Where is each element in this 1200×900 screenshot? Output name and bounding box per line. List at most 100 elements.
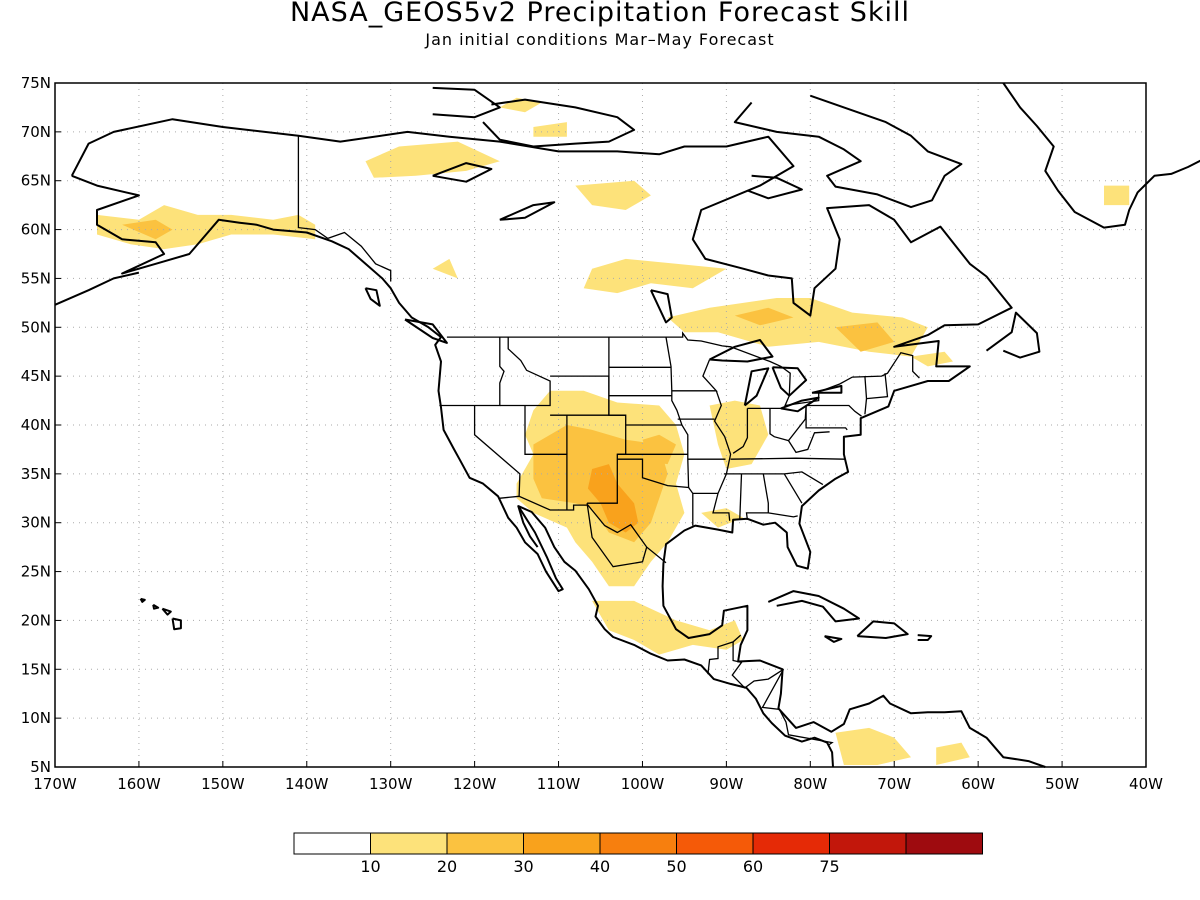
lat-tick-label: 25N	[21, 563, 51, 581]
coastline-lake-michigan	[743, 367, 770, 407]
coastline-jamaica	[824, 635, 843, 643]
lon-tick-label: 160W	[117, 775, 161, 793]
colorbar-label: 50	[666, 857, 686, 876]
lat-tick-label: 30N	[21, 514, 51, 532]
colorbar-label: 40	[590, 857, 610, 876]
coastline-great-bear-lake	[432, 162, 493, 183]
lat-tick-label: 75N	[21, 74, 51, 92]
lat-tick-label: 15N	[21, 660, 51, 678]
coastline-newfoundland	[985, 311, 1041, 359]
border-ca-nv	[473, 405, 521, 497]
lat-tick-label: 45N	[21, 367, 51, 385]
lat-tick-label: 50N	[21, 318, 51, 336]
border-mn-wi-ia	[671, 359, 718, 392]
coastline-hispaniola	[856, 620, 909, 639]
border-alaska-canada	[297, 135, 392, 282]
coastline-lake-huron	[771, 366, 808, 397]
coastline-hawaii-oahu	[152, 603, 160, 610]
colorbar-swatch-6	[752, 832, 830, 855]
colorbar-swatch-1	[370, 832, 448, 855]
map-plot-area	[54, 82, 1200, 768]
coastline-lake-superior	[709, 339, 774, 363]
border-wv-va	[787, 431, 830, 454]
coastline-great-slave-lake	[499, 201, 556, 221]
coastline-baffin-island	[733, 94, 963, 209]
latitude-tick-labels: 75N 70N 65N 60N 55N 50N 45N 40N 35N 30N 25N 20N 15N 1…	[21, 74, 61, 776]
lat-tick-label: 10N	[21, 709, 51, 727]
border-pa-ny	[806, 404, 862, 417]
coastline-victoria-island	[482, 98, 636, 148]
skill-region-9	[734, 307, 794, 326]
colorbar-swatch-5	[676, 832, 754, 855]
coastline-hawaii-maui	[161, 607, 172, 616]
lon-tick-label: 170W	[33, 775, 77, 793]
skill-region-0	[97, 205, 316, 250]
coastline-north-america-outline	[70, 118, 1046, 768]
lat-tick-label: 20N	[21, 611, 51, 629]
lon-tick-label: 100W	[621, 775, 665, 793]
colorbar: 10 20 30 40 50 60 75	[293, 832, 983, 876]
border-nv-ut-az	[524, 405, 568, 510]
skill-region-17	[592, 600, 744, 655]
lat-tick-label: 65N	[21, 172, 51, 190]
colorbar-swatch-0	[293, 832, 371, 855]
skill-region-14	[642, 434, 676, 465]
lon-tick-label: 70W	[877, 775, 911, 793]
coastline-cuba	[767, 590, 860, 623]
border-pa-md	[805, 405, 848, 431]
lon-tick-label: 80W	[793, 775, 827, 793]
coastline-hawaii-big	[171, 617, 182, 631]
skill-region-1	[122, 219, 173, 240]
border-mexico-guatemala	[707, 634, 742, 675]
figure-title: NASA_GEOS5v2 Precipitation Forecast Skil…	[290, 0, 910, 28]
coastline-greenland	[1002, 82, 1200, 229]
colorbar-swatch-3	[523, 832, 601, 855]
border-ms-al	[739, 473, 743, 519]
coastline-baja-east	[517, 505, 539, 548]
border-us-canada-49th	[446, 331, 920, 407]
coastline-layer	[54, 82, 1200, 768]
border-central-america	[731, 641, 834, 747]
colorbar-swatch-7	[829, 832, 907, 855]
skill-region-18	[835, 727, 911, 765]
skill-region-13	[587, 464, 639, 533]
skill-region-5	[575, 180, 651, 210]
figure-subtitle: Jan initial conditions Mar–May Forecast	[424, 30, 774, 49]
coastline-pacific-coast	[71, 174, 834, 768]
lat-tick-label: 70N	[21, 123, 51, 141]
coastline-vancouver-island	[404, 318, 448, 344]
colorbar-label: 30	[513, 857, 533, 876]
coastline-lake-winnipeg	[649, 289, 673, 324]
skill-region-2	[365, 141, 500, 178]
lat-tick-label: 5N	[30, 758, 51, 776]
colorbar-label: 20	[437, 857, 457, 876]
colorbar-swatch-2	[446, 832, 524, 855]
lat-tick-label: 35N	[21, 465, 51, 483]
border-ga-fl	[768, 512, 798, 518]
border-mn-dakotas	[665, 336, 690, 488]
lat-tick-label: 40N	[21, 416, 51, 434]
lon-tick-label: 130W	[369, 775, 413, 793]
skill-region-15	[709, 400, 769, 469]
colorbar-label: 75	[819, 857, 839, 876]
lon-tick-label: 150W	[201, 775, 245, 793]
lon-tick-label: 120W	[453, 775, 497, 793]
colorbar-swatch-8	[905, 832, 983, 855]
lon-tick-label: 40W	[1129, 775, 1163, 793]
skill-region-10	[835, 322, 895, 352]
border-ky-tn	[730, 457, 845, 460]
coastline-puerto-rico	[917, 634, 933, 641]
coastline-hawaii-kauai	[139, 597, 146, 603]
coastline-aleutians	[54, 271, 140, 306]
skill-region-21	[911, 351, 953, 367]
coastline-haida-gwaii	[364, 287, 381, 307]
colorbar-label: 10	[360, 857, 380, 876]
lon-tick-label: 90W	[709, 775, 743, 793]
political-border-layer	[297, 135, 920, 747]
skill-region-19	[936, 742, 970, 765]
lat-tick-label: 60N	[21, 221, 51, 239]
border-il-in-ky	[732, 408, 749, 454]
border-oh-in-mi	[769, 405, 807, 442]
border-ma-nh-vt	[866, 373, 889, 400]
